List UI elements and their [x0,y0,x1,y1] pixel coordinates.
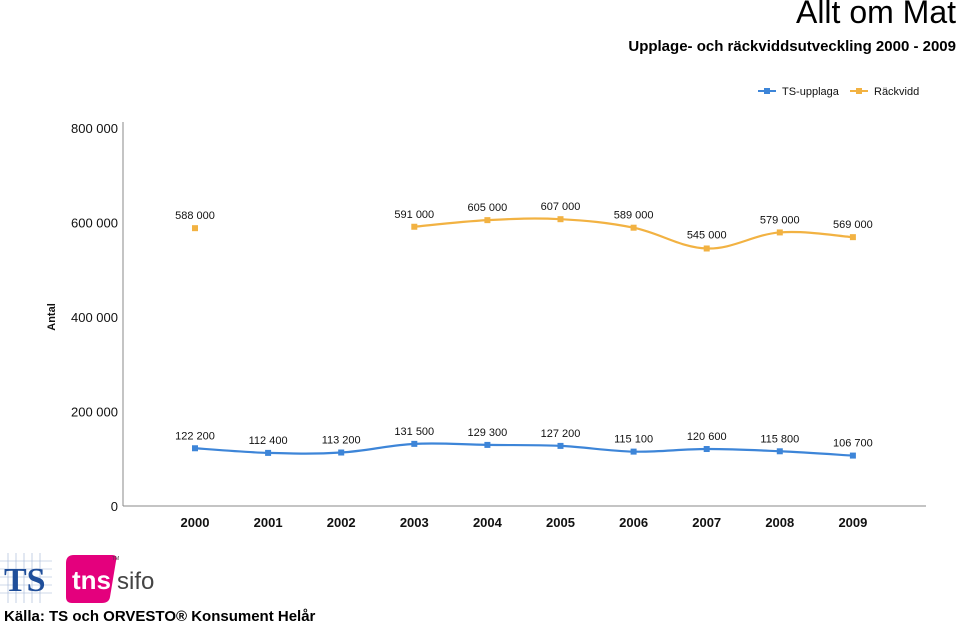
legend-swatch-marker-rackvidd [856,88,862,94]
x-tick-label: 2003 [400,515,429,530]
y-axis-title: Antal [46,303,58,331]
tns-sifo-logo: tns sifo TM [66,555,154,603]
data-point-ts-upplaga [630,448,637,455]
data-point-rackvidd [192,225,198,232]
x-tick-label: 2000 [181,515,210,530]
y-tick-label: 0 [111,499,118,514]
legend-label-rackvidd: Räckvidd [874,86,919,98]
y-tick-label: 400 000 [71,310,118,325]
source-note: Källa: TS och ORVESTO® Konsument Helår [4,608,316,625]
legend-swatch-marker-ts-upplaga [764,88,770,94]
data-label-ts-upplaga: 115 100 [614,434,653,446]
x-tick-label: 2001 [254,515,283,530]
data-point-ts-upplaga [776,448,783,455]
data-label-rackvidd: 605 000 [468,202,508,214]
data-point-rackvidd [411,223,418,230]
data-point-rackvidd [703,245,710,252]
series-layer: 122 200 112 400 113 200 131 500 129 300 127 2… [175,201,873,459]
x-tick-label: 2006 [619,515,648,530]
data-point-ts-upplaga [338,449,345,456]
ts-logo: TS [0,553,52,603]
data-label-ts-upplaga: 129 300 [468,427,508,439]
data-label-ts-upplaga: 106 700 [833,438,873,450]
data-point-rackvidd [557,216,564,223]
legend-label-ts-upplaga: TS-upplaga [782,86,840,98]
data-label-ts-upplaga: 131 500 [394,426,434,438]
data-label-rackvidd: 607 000 [541,201,581,213]
data-label-rackvidd: 591 000 [394,209,434,221]
x-tick-label: 2009 [838,515,867,530]
data-point-ts-upplaga [557,442,564,449]
data-point-rackvidd [630,224,637,231]
data-label-rackvidd: 545 000 [687,229,727,241]
series-line-ts-upplaga [194,442,853,457]
data-label-rackvidd: 569 000 [833,219,873,231]
data-point-rackvidd [484,217,491,224]
series-rackvidd: 588 000 591 000 605 000 607 000 589 000 545 0… [175,201,873,252]
page-title: Allt om Mat [795,0,956,30]
data-point-ts-upplaga [703,446,710,453]
data-label-rackvidd: 588 000 [175,210,215,222]
y-tick-label: 200 000 [71,405,118,420]
data-point-ts-upplaga [484,441,491,448]
data-point-ts-upplaga [849,452,856,459]
x-tick-label: 2005 [546,515,575,530]
data-label-ts-upplaga: 122 200 [175,430,215,442]
data-point-ts-upplaga [411,440,418,447]
data-point-rackvidd [849,234,856,241]
sifo-logo-text: sifo [117,568,154,595]
x-tick-label: 2002 [327,515,356,530]
data-label-ts-upplaga: 113 200 [322,435,361,447]
ts-logo-text: TS [4,562,46,599]
chart: TS-upplaga Räckvidd 0 200 000 400 000 600 00… [46,86,926,530]
data-point-ts-upplaga [265,449,272,456]
trademark-text: TM [112,556,119,562]
data-label-ts-upplaga: 115 800 [760,433,799,445]
y-tick-label: 600 000 [71,216,118,231]
data-label-ts-upplaga: 112 400 [249,435,288,447]
x-tick-label: 2007 [692,515,721,530]
data-label-ts-upplaga: 120 600 [687,431,727,443]
x-tick-label: 2004 [473,515,503,530]
chart-axes: 0 200 000 400 000 600 000 800 000 Antal 2000 20… [46,121,926,530]
series-ts-upplaga: 122 200 112 400 113 200 131 500 129 300 127 2… [175,426,873,459]
x-tick-label: 2008 [765,515,794,530]
data-label-rackvidd: 579 000 [760,214,800,226]
tns-logo-text: tns [72,565,111,595]
data-label-ts-upplaga: 127 200 [541,428,581,440]
data-point-rackvidd [776,229,783,236]
page-subtitle: Upplage- och räckviddsutveckling 2000 - … [628,38,956,55]
data-point-ts-upplaga [192,445,198,452]
data-label-rackvidd: 589 000 [614,210,654,222]
y-tick-label: 800 000 [71,121,118,136]
legend: TS-upplaga Räckvidd [758,86,919,98]
